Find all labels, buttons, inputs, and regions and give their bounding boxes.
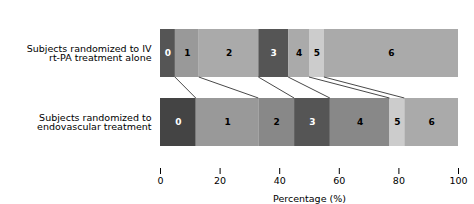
svg-text:0: 0 [175,117,181,127]
svg-text:0: 0 [165,48,171,58]
svg-text:4: 4 [357,117,363,127]
svg-text:2: 2 [274,117,280,127]
svg-text:5: 5 [394,117,400,127]
svg-text:0: 0 [157,175,163,186]
svg-text:20: 20 [214,175,226,186]
svg-text:6: 6 [429,117,435,127]
svg-text:3: 3 [271,48,277,58]
svg-text:3: 3 [309,117,315,127]
svg-text:40: 40 [274,175,286,186]
svg-text:Percentage (%): Percentage (%) [273,193,346,204]
svg-text:Subjects randomized toendovasc: Subjects randomized toendovascular treat… [37,112,152,133]
svg-text:Subjects randomized to IVrt-PA: Subjects randomized to IVrt-PA treatment… [27,43,152,64]
svg-text:80: 80 [393,175,405,186]
svg-text:4: 4 [296,48,302,58]
svg-text:1: 1 [184,48,190,58]
svg-text:2: 2 [226,48,232,58]
svg-text:5: 5 [314,48,320,58]
svg-text:1: 1 [224,117,230,127]
svg-text:60: 60 [333,175,345,186]
svg-text:100: 100 [449,175,467,186]
svg-text:6: 6 [388,48,394,58]
